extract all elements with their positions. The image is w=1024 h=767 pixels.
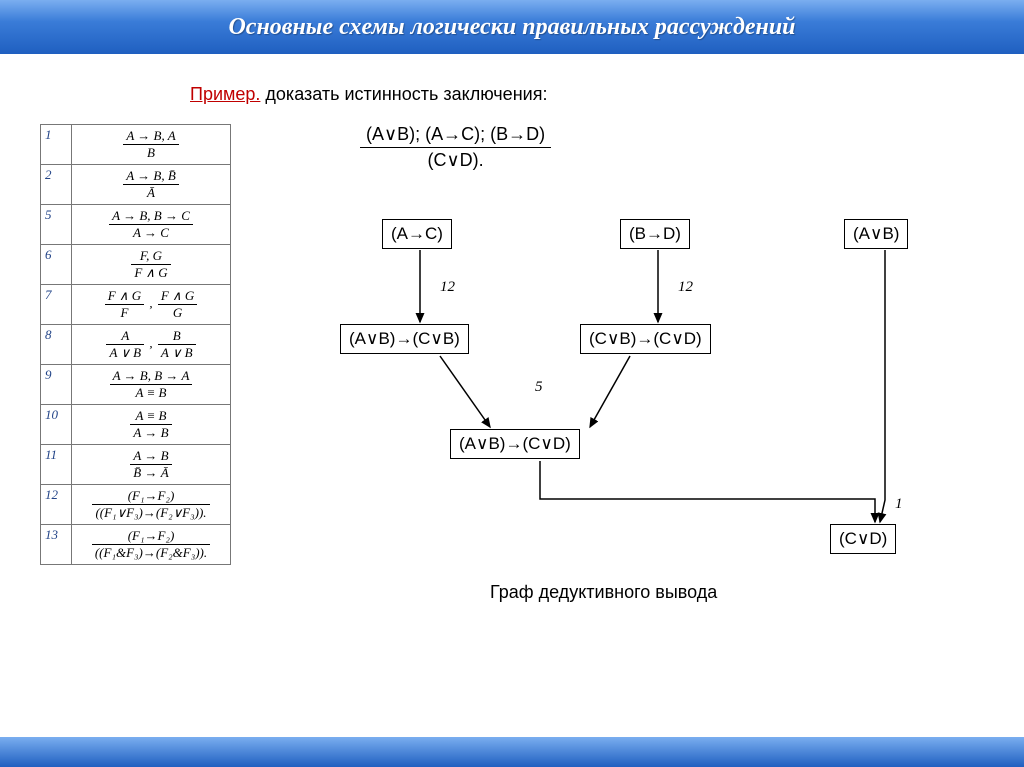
edge-label: 12: [678, 279, 693, 296]
rule-number: 13: [41, 525, 72, 565]
rule-number: 10: [41, 405, 72, 445]
rule-number: 7: [41, 285, 72, 325]
graph-node: (A∨B)→(C∨D): [450, 429, 580, 459]
edge-label: 5: [535, 379, 543, 396]
rule-formula: A → B, B̄Ā: [72, 165, 231, 205]
rule-formula: A → BB̄ → Ā: [72, 445, 231, 485]
rule-number: 8: [41, 325, 72, 365]
rule-formula: F, GF ∧ G: [72, 245, 231, 285]
table-row: 13(F₁→F₂)((F₁&F₃)→(F₂&F₃)).: [41, 525, 231, 565]
rule-number: 11: [41, 445, 72, 485]
rule-number: 6: [41, 245, 72, 285]
rule-formula: F ∧ GF , F ∧ GG: [72, 285, 231, 325]
inference-conclusion: (C∨D).: [360, 148, 551, 171]
rule-formula: AA ∨ B , BA ∨ B: [72, 325, 231, 365]
table-row: 5A → B, B → CA → C: [41, 205, 231, 245]
graph-node: (B→D): [620, 219, 690, 249]
rule-number: 12: [41, 485, 72, 525]
rule-formula: (F₁→F₂)((F₁∨F₃)→(F₂∨F₃)).: [72, 485, 231, 525]
graph-node: (A∨B): [844, 219, 908, 249]
graph-node: (C∨B)→(C∨D): [580, 324, 711, 354]
inference-rule: (A∨B); (A→C); (B→D) (C∨D).: [360, 124, 551, 171]
table-row: 1A → B, AB: [41, 125, 231, 165]
edge-label: 12: [440, 279, 455, 296]
table-row: 10A ≡ BA → B: [41, 405, 231, 445]
table-row: 11A → BB̄ → Ā: [41, 445, 231, 485]
slide-title: Основные схемы логически правильных расс…: [228, 14, 795, 41]
rules-table: 1A → B, AB2A → B, B̄Ā5A → B, B → CA → C6…: [40, 124, 231, 565]
slide-header: Основные схемы логически правильных расс…: [0, 0, 1024, 54]
edge-label: 1: [895, 496, 903, 513]
prompt-label: Пример.: [190, 84, 260, 104]
rule-formula: (F₁→F₂)((F₁&F₃)→(F₂&F₃)).: [72, 525, 231, 565]
table-row: 2A → B, B̄Ā: [41, 165, 231, 205]
table-row: 7F ∧ GF , F ∧ GG: [41, 285, 231, 325]
graph-node: (A∨B)→(C∨B): [340, 324, 469, 354]
graph-edges: [320, 204, 980, 634]
graph-node: (C∨D): [830, 524, 896, 554]
table-row: 12(F₁→F₂)((F₁∨F₃)→(F₂∨F₃)).: [41, 485, 231, 525]
rule-formula: A → B, B → AA ≡ B: [72, 365, 231, 405]
rule-formula: A → B, B → CA → C: [72, 205, 231, 245]
proof-graph: (A→C) (B→D) (A∨B) (A∨B)→(C∨B) (C∨B)→(C∨D) (A∨…: [320, 204, 980, 634]
rule-number: 9: [41, 365, 72, 405]
table-row: 6F, GF ∧ G: [41, 245, 231, 285]
prompt-text: доказать истинность заключения:: [260, 84, 547, 104]
table-row: 8AA ∨ B , BA ∨ B: [41, 325, 231, 365]
inference-premises: (A∨B); (A→C); (B→D): [360, 124, 551, 148]
slide-footer: [0, 737, 1024, 767]
content-area: Пример. доказать истинность заключения: …: [0, 54, 1024, 737]
graph-caption: Граф дедуктивного вывода: [490, 582, 717, 603]
example-prompt: Пример. доказать истинность заключения:: [190, 84, 547, 105]
graph-node: (A→C): [382, 219, 452, 249]
rule-number: 5: [41, 205, 72, 245]
rule-number: 2: [41, 165, 72, 205]
table-row: 9A → B, B → AA ≡ B: [41, 365, 231, 405]
rule-formula: A ≡ BA → B: [72, 405, 231, 445]
rule-number: 1: [41, 125, 72, 165]
rule-formula: A → B, AB: [72, 125, 231, 165]
